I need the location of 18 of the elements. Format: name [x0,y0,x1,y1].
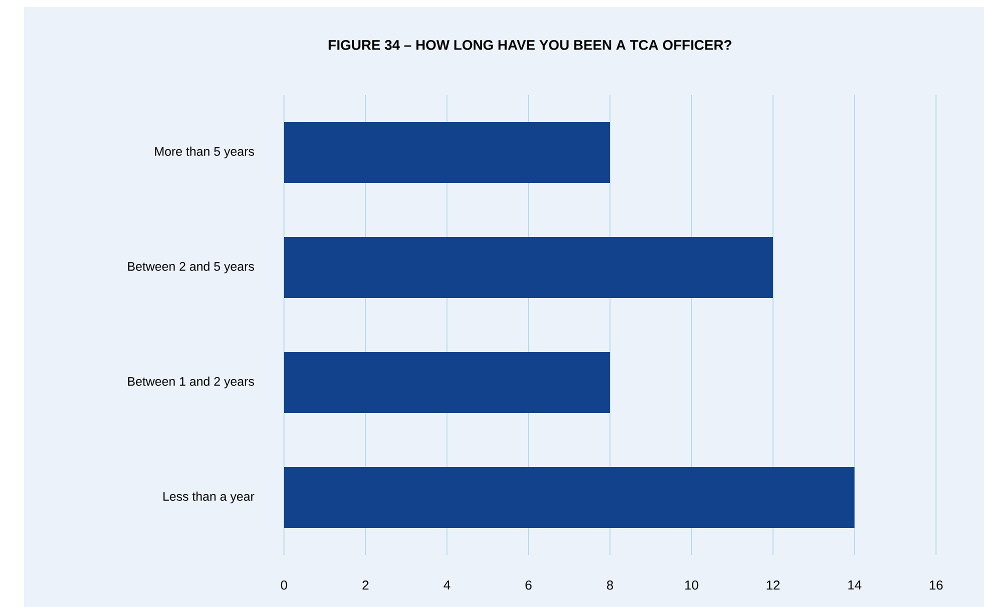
x-tick-label: 16 [930,580,943,590]
x-tick-label: 12 [766,580,780,590]
x-tick-label: 4 [444,580,450,590]
x-tick-label: 6 [526,580,532,590]
x-tick-label: 10 [685,580,698,590]
y-tick-label: Less than a year [163,492,254,504]
x-tick-label: 14 [848,580,862,590]
bar [284,122,610,183]
y-tick-label: Between 2 and 5 years [128,262,254,274]
bar [284,466,855,528]
bar [284,352,610,413]
chart-title: FIGURE 34 – HOW LONG HAVE YOU BEEN A TCA OFFICER? [328,40,732,50]
x-tick-label: 2 [362,580,368,590]
bar [284,236,774,298]
y-tick-label: More than 5 years [155,146,254,158]
y-tick-label: Between 1 and 2 years [128,376,254,388]
x-tick-label: 8 [606,580,614,590]
x-tick-label: 0 [280,580,288,590]
